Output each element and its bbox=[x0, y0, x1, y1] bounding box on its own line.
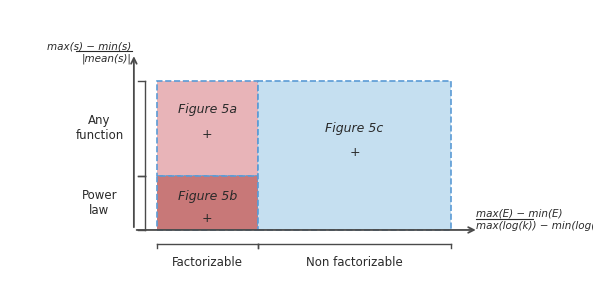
Text: Any
function: Any function bbox=[75, 114, 123, 142]
Text: max(s) − min(s): max(s) − min(s) bbox=[47, 41, 132, 51]
Bar bbox=[157, 176, 258, 230]
Text: +: + bbox=[349, 146, 360, 160]
Text: +: + bbox=[202, 212, 213, 225]
Text: Factorizable: Factorizable bbox=[172, 256, 243, 269]
Bar bbox=[157, 81, 258, 176]
Text: max(log(k)) − min(log(k)): max(log(k)) − min(log(k)) bbox=[476, 221, 593, 231]
Text: |mean(s)|: |mean(s)| bbox=[82, 54, 132, 64]
Text: Non factorizable: Non factorizable bbox=[306, 256, 403, 269]
Text: +: + bbox=[202, 128, 213, 141]
Text: Figure 5c: Figure 5c bbox=[326, 122, 384, 135]
Bar bbox=[258, 81, 451, 230]
Text: max(E) − min(E): max(E) − min(E) bbox=[476, 209, 563, 219]
Text: Power
law: Power law bbox=[82, 189, 117, 217]
Text: Figure 5a: Figure 5a bbox=[178, 103, 237, 116]
Text: Figure 5b: Figure 5b bbox=[178, 190, 237, 203]
